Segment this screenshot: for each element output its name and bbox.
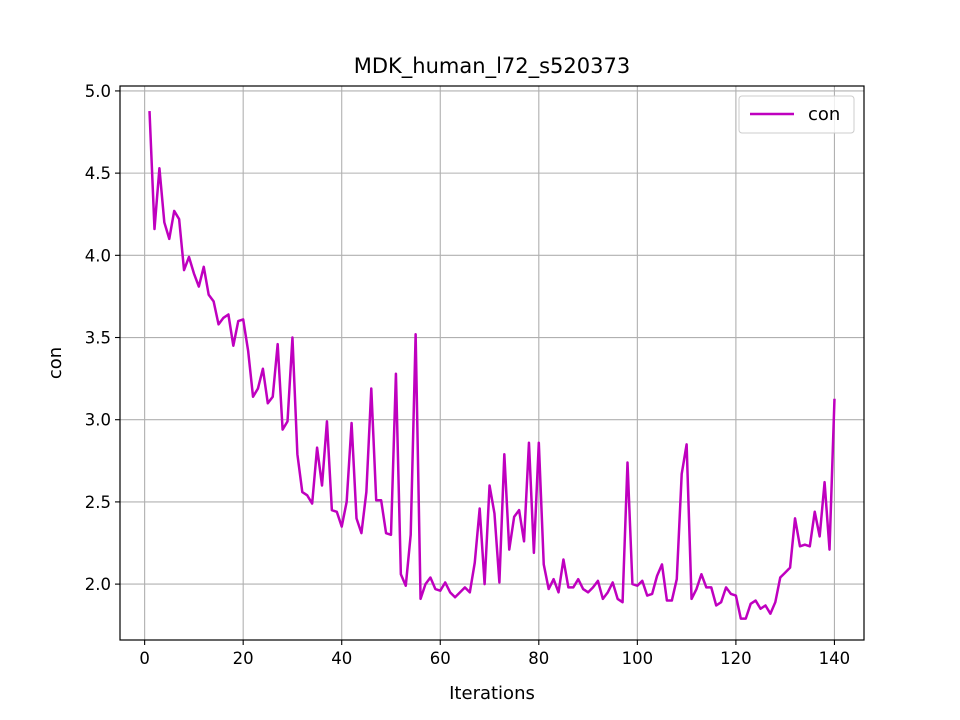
y-tick-label: 2.0 [85,575,111,594]
x-tick-label: 0 [139,649,150,668]
x-axis-label: Iterations [449,683,535,704]
y-tick-label: 4.0 [85,246,111,265]
y-tick-label: 4.5 [85,164,111,183]
y-axis-label: con [45,347,66,379]
plot-frame [119,85,865,641]
x-tick-label: 60 [430,649,451,668]
y-tick-label: 3.0 [85,411,111,430]
x-tick-label: 40 [331,649,352,668]
x-tick-label: 140 [819,649,851,668]
legend-box [738,95,855,134]
series-group [148,110,836,620]
x-tick-label: 100 [622,649,654,668]
chart-title: MDK_human_l72_s520373 [354,54,630,79]
x-tick-label: 80 [528,649,549,668]
y-tick-label: 2.5 [85,493,111,512]
y-tick-label: 5.0 [85,82,111,101]
series-line-con [148,110,836,620]
legend: con [738,95,855,134]
y-tick-label: 3.5 [85,329,111,348]
legend-label-con: con [808,104,840,125]
axis-ticks: 0 20 40 60 80 100 120 140 2.0 2.5 3.0 3.5 4.0 4.5 5.0 [85,82,850,668]
x-tick-label: 120 [720,649,752,668]
x-tick-label: 20 [233,649,254,668]
